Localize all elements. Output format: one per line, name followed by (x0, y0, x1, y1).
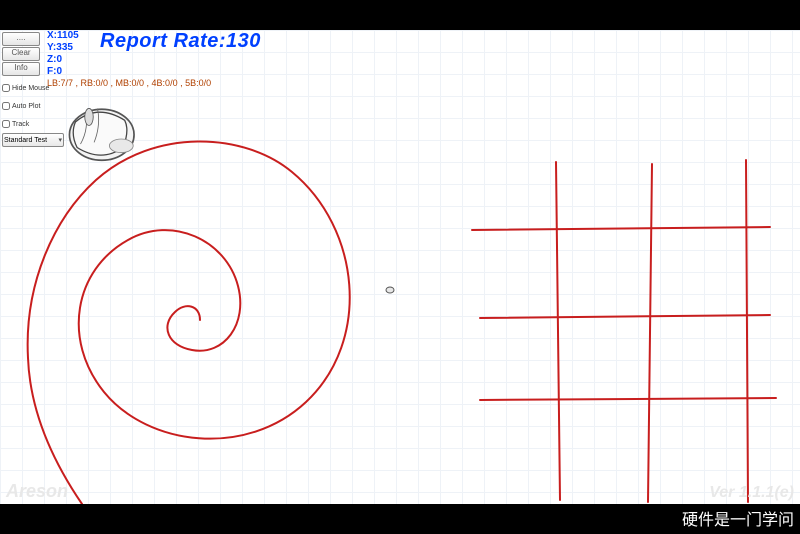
hide-mouse-checkbox[interactable]: Hide Mouse (2, 85, 49, 92)
button-1[interactable]: .... (2, 32, 40, 46)
app-canvas[interactable]: .... Clear Info Hide Mouse Auto Plot Tra… (0, 30, 800, 504)
auto-plot-checkbox[interactable]: Auto Plot (2, 103, 40, 110)
clear-button[interactable]: Clear (2, 47, 40, 61)
letterbox-top (0, 0, 800, 30)
mouse-icon (55, 88, 140, 173)
info-button[interactable]: Info (2, 62, 40, 76)
control-panel: .... Clear Info Hide Mouse Auto Plot Tra… (2, 32, 44, 147)
track-checkbox[interactable]: Track (2, 121, 29, 128)
coord-readout: X:1105 Y:335 Z:0 F:0 (47, 30, 79, 78)
watermark-text: 硬件是一门学问 (682, 506, 794, 530)
brand-label: Areson (6, 481, 68, 502)
hide-mouse-label: Hide Mouse (12, 85, 49, 92)
letterbox-bottom: 硬件是一门学问 (0, 504, 800, 534)
dropdown-label: Standard Test (4, 137, 47, 144)
version-label: Ver 1.1.1(e) (709, 484, 794, 502)
cursor-indicator (385, 286, 395, 294)
report-rate: Report Rate:130 (100, 30, 261, 53)
button-counts: LB:7/7 , RB:0/0 , MB:0/0 , 4B:0/0 , 5B:0… (47, 78, 211, 88)
track-label: Track (12, 121, 29, 128)
auto-plot-label: Auto Plot (12, 103, 40, 110)
